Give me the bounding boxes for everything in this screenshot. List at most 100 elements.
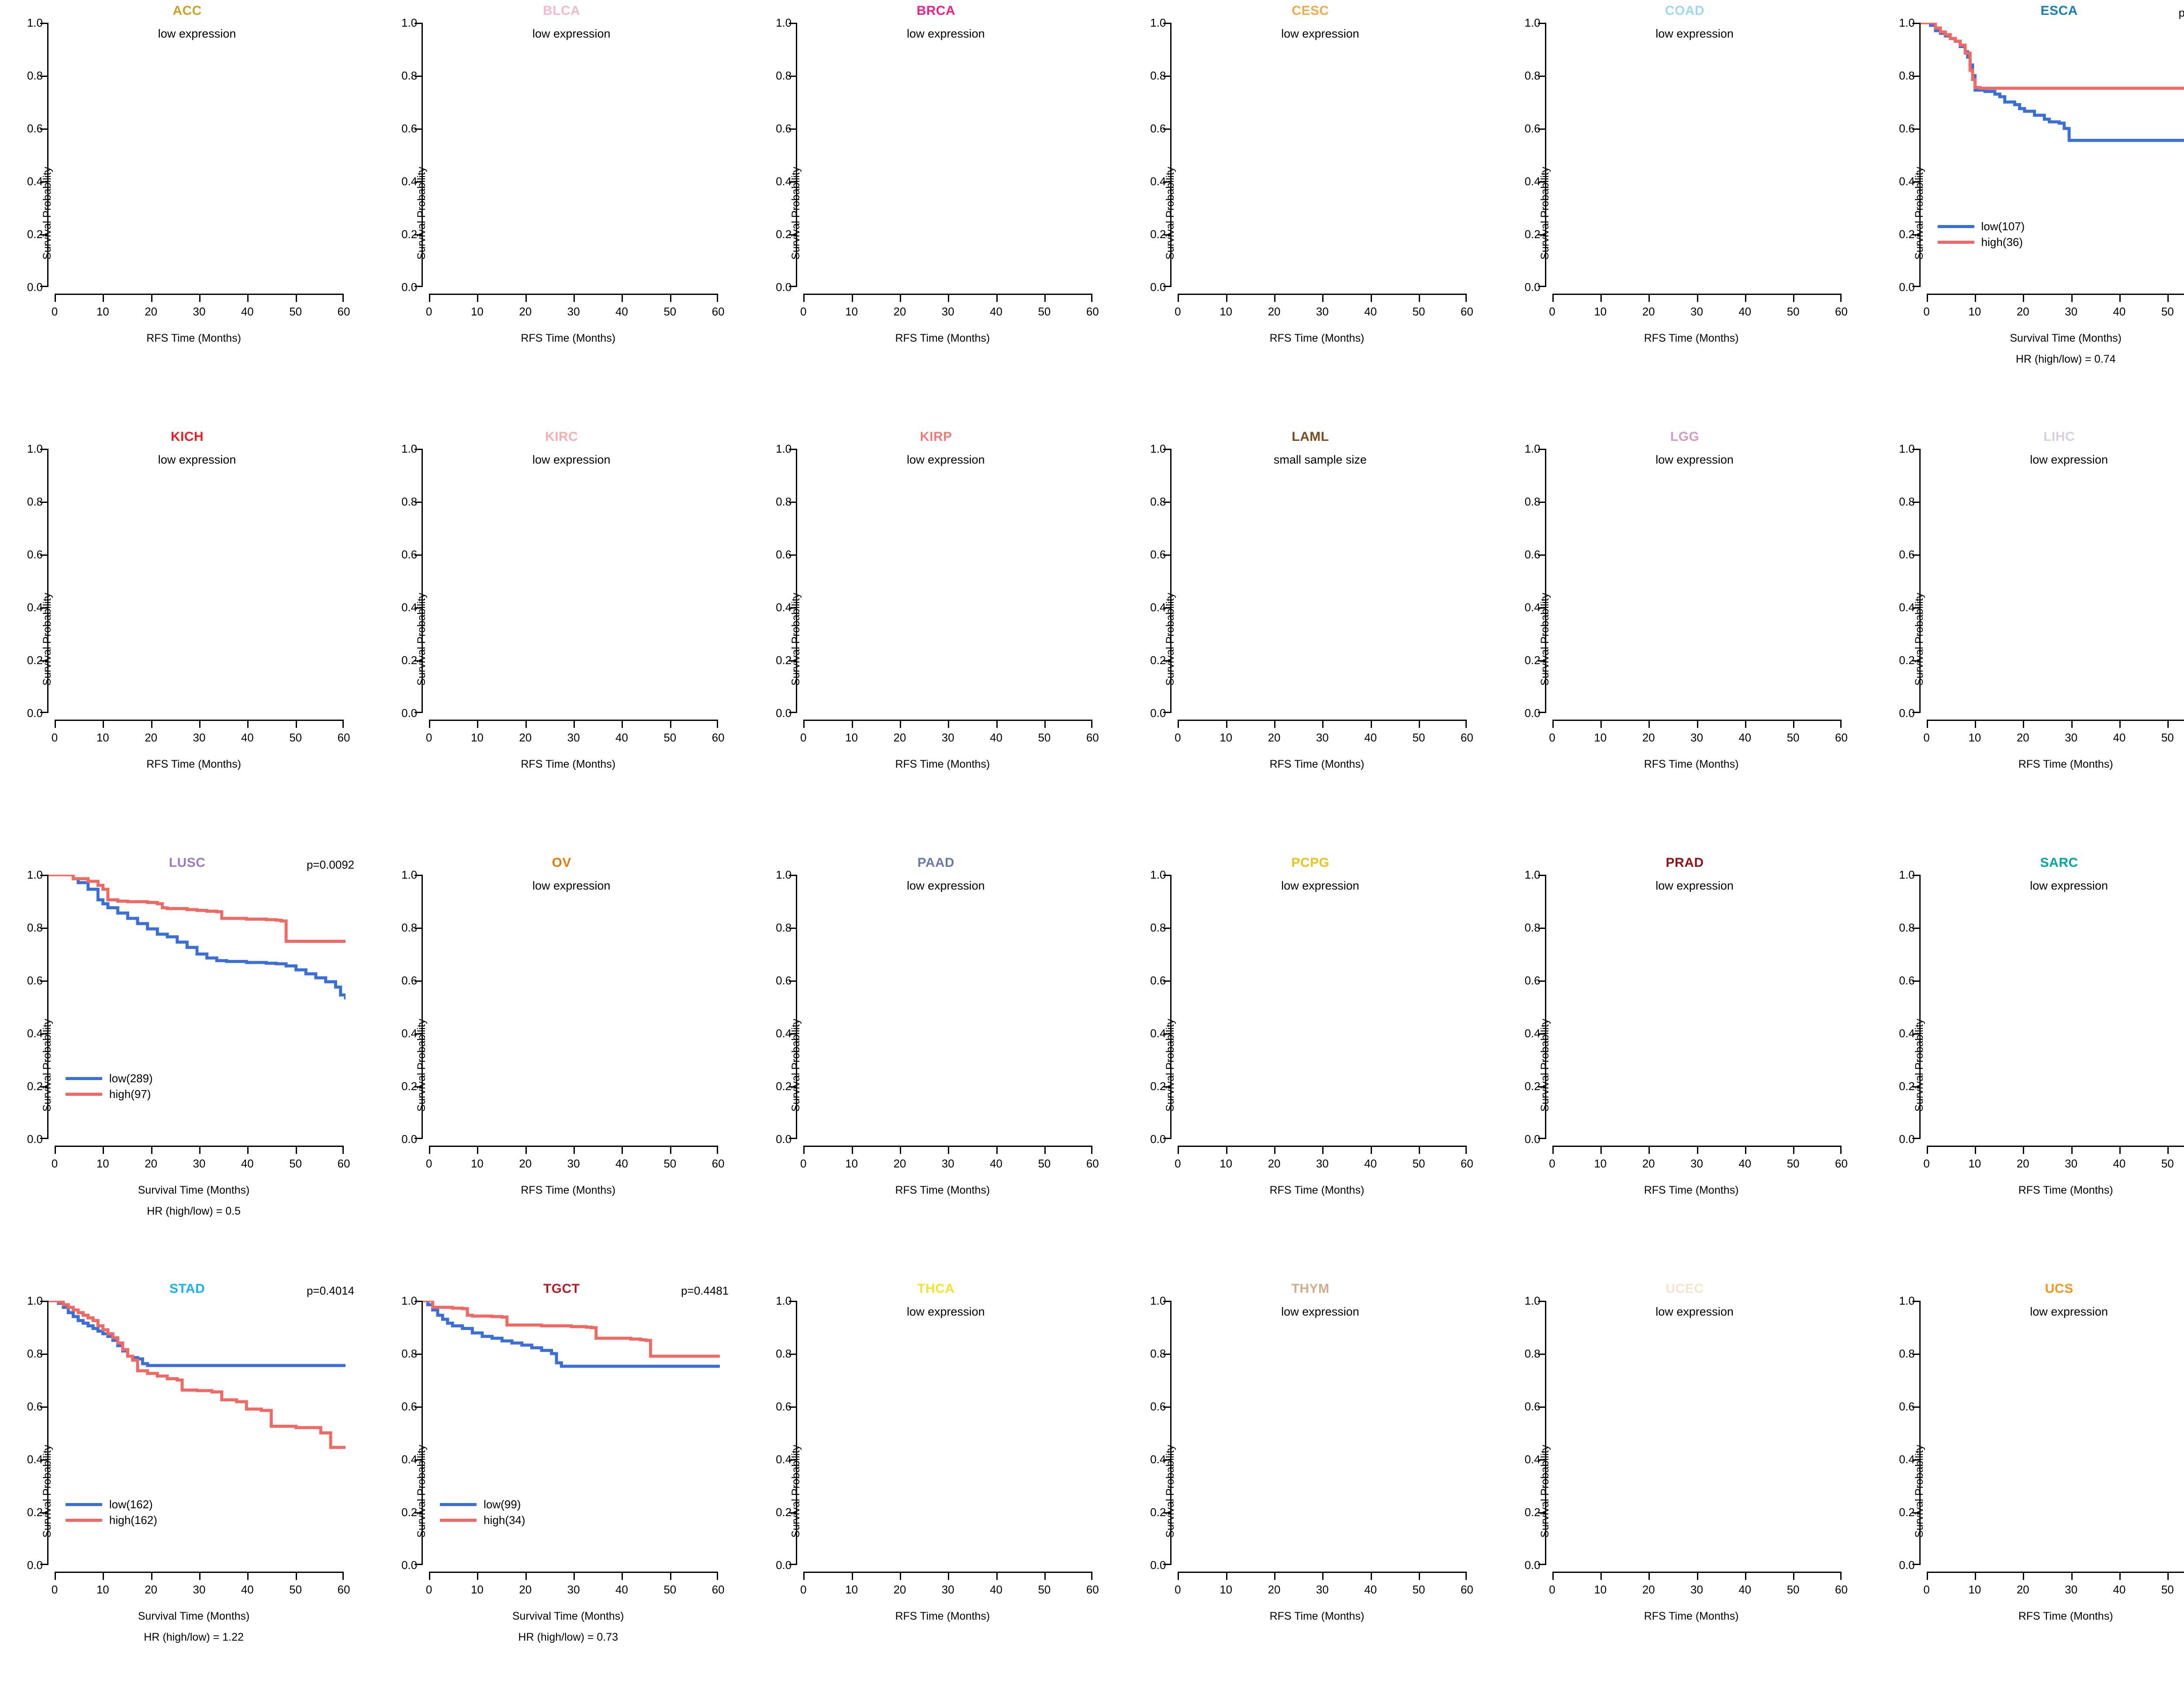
x-tick-mark xyxy=(103,1572,104,1580)
x-axis-line xyxy=(1552,1572,1842,1580)
plot-area-thym xyxy=(1171,1301,1469,1565)
y-tick-label: 0.4 xyxy=(1899,601,1915,614)
y-tick-label: 0.4 xyxy=(1150,1453,1166,1466)
y-tick-label: 1.0 xyxy=(1524,16,1541,29)
x-tick-mark xyxy=(948,1572,950,1580)
x-tick-label: 0 xyxy=(800,305,807,318)
x-tick-mark xyxy=(851,1146,853,1154)
y-tick-label: 1.0 xyxy=(1899,868,1915,881)
x-tick-mark xyxy=(199,294,200,302)
panel-title-brca: BRCA xyxy=(916,3,956,18)
y-axis-line xyxy=(789,1301,798,1565)
y-tick-label: 0.2 xyxy=(1899,228,1915,241)
y-tick-mark xyxy=(1912,1086,1919,1088)
y-tick-mark xyxy=(1538,712,1545,713)
y-tick-label: 0.0 xyxy=(27,281,43,294)
x-tick-label: 40 xyxy=(241,1157,254,1170)
panel-title-lusc: LUSC xyxy=(169,855,206,870)
x-tick-label: 0 xyxy=(800,1157,807,1170)
x-axis-line xyxy=(1178,294,1467,302)
y-tick-label: 1.0 xyxy=(1150,16,1166,29)
y-tick-mark xyxy=(789,712,796,713)
y-tick-label: 0.0 xyxy=(776,1559,792,1572)
y-tick-mark xyxy=(1538,1459,1545,1461)
y-tick-mark xyxy=(40,76,47,77)
legend-swatch-high xyxy=(66,1092,102,1096)
y-tick-label: 0.4 xyxy=(776,175,792,188)
x-tick-labels: 0 10 20 30 40 50 60 xyxy=(52,1157,350,1173)
x-tick-mark xyxy=(899,720,901,728)
panel-title-kich: KICH xyxy=(170,429,204,444)
y-tick-mark xyxy=(415,128,422,130)
y-tick-label: 0.2 xyxy=(401,228,418,241)
legend-swatch-high xyxy=(440,1518,477,1522)
x-tick-label: 10 xyxy=(845,305,858,318)
x-tick-label: 30 xyxy=(193,1157,206,1170)
y-tick-mark xyxy=(40,286,47,287)
y-tick-mark xyxy=(415,76,422,77)
x-tick-mark xyxy=(2167,1572,2169,1580)
y-tick-mark xyxy=(1912,502,1919,503)
x-tick-label: 20 xyxy=(1268,1157,1281,1170)
y-tick-label: 1.0 xyxy=(1899,16,1915,29)
panel-title-lihc: LIHC xyxy=(2043,429,2075,444)
x-tick-mark xyxy=(342,1146,344,1154)
x-tick-mark xyxy=(151,294,152,302)
panel-title-laml: LAML xyxy=(1292,429,1329,444)
y-tick-label: 1.0 xyxy=(1524,1294,1541,1307)
x-tick-mark xyxy=(103,720,104,728)
plot-area-ucec xyxy=(1546,1301,1843,1565)
x-tick-label: 50 xyxy=(2161,305,2174,318)
x-tick-label: 40 xyxy=(2113,305,2126,318)
panel-message: low expression xyxy=(532,879,611,892)
x-axis-label: RFS Time (Months) xyxy=(521,332,616,344)
y-tick-mark xyxy=(789,1459,796,1461)
panel-title-pcpg: PCPG xyxy=(1291,855,1330,870)
y-axis-line xyxy=(1163,449,1172,713)
y-tick-label: 0.4 xyxy=(27,1027,43,1040)
x-axis-label: RFS Time (Months) xyxy=(1644,1610,1739,1622)
x-tick-label: 10 xyxy=(845,731,858,744)
x-tick-mark xyxy=(996,1146,998,1154)
y-tick-mark xyxy=(1538,1301,1545,1302)
y-tick-labels: 0.0 0.2 0.4 0.6 0.8 1.0 xyxy=(764,869,796,1145)
y-tick-mark xyxy=(1912,76,1919,77)
y-tick-mark xyxy=(415,1564,422,1565)
x-tick-labels: 0 10 20 30 40 50 60 xyxy=(426,1584,725,1599)
panel-title-esca: ESCA xyxy=(2040,3,2078,18)
x-tick-mark xyxy=(429,1146,431,1154)
x-tick-label: 20 xyxy=(2016,305,2029,318)
x-tick-mark xyxy=(1974,1146,1976,1154)
x-tick-mark xyxy=(1793,1572,1795,1580)
x-tick-mark xyxy=(477,720,479,728)
y-tick-mark xyxy=(789,181,796,183)
legend-item: low(289) xyxy=(66,1070,153,1086)
y-tick-mark xyxy=(789,1406,796,1408)
x-tick-label: 30 xyxy=(193,731,206,744)
x-tick-mark xyxy=(851,1572,853,1580)
y-tick-label: 1.0 xyxy=(27,1294,43,1307)
x-tick-label: 40 xyxy=(990,305,1003,318)
x-tick-label: 40 xyxy=(615,305,628,318)
y-tick-label: 0.2 xyxy=(1150,228,1166,241)
x-tick-mark xyxy=(1178,294,1179,302)
y-tick-labels: 0.0 0.2 0.4 0.6 0.8 1.0 xyxy=(15,1295,47,1571)
y-tick-label: 0.6 xyxy=(1150,974,1166,987)
km-panel-laml: LAMLSurvival Probability0.00.20.40.60.81… xyxy=(1123,426,1497,852)
x-tick-label: 10 xyxy=(96,1583,109,1596)
legend-label: low(107) xyxy=(1981,220,2025,233)
x-axis-label: RFS Time (Months) xyxy=(1269,1610,1365,1622)
y-tick-mark xyxy=(1163,554,1171,556)
x-tick-label: 30 xyxy=(941,305,954,318)
km-panel-thca: THCASurvival Probability0.00.20.40.60.81… xyxy=(749,1278,1123,1704)
x-axis-label: RFS Time (Months) xyxy=(146,758,241,770)
x-tick-mark xyxy=(717,1572,719,1580)
x-tick-mark xyxy=(525,1146,527,1154)
x-tick-mark xyxy=(1648,1572,1650,1580)
y-tick-label: 0.2 xyxy=(1150,654,1166,667)
x-tick-label: 20 xyxy=(145,731,158,744)
x-tick-label: 0 xyxy=(1923,305,1930,318)
x-tick-label: 60 xyxy=(337,731,350,744)
x-tick-label: 20 xyxy=(893,1583,906,1596)
y-tick-label: 0.8 xyxy=(27,495,43,508)
